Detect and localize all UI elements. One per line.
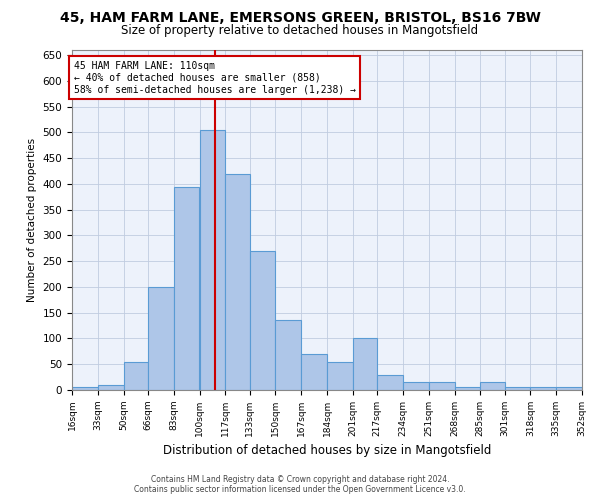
Text: Contains HM Land Registry data © Crown copyright and database right 2024.
Contai: Contains HM Land Registry data © Crown c… (134, 474, 466, 494)
Bar (72, 388, 98, 390)
Text: 45 HAM FARM LANE: 110sqm
← 40% of detached houses are smaller (858)
58% of semi-: 45 HAM FARM LANE: 110sqm ← 40% of detach… (74, 62, 356, 94)
Bar (353, 338, 377, 390)
Bar (377, 374, 403, 390)
Bar (226, 174, 250, 390)
Bar (250, 251, 275, 390)
Y-axis label: Number of detached properties: Number of detached properties (27, 138, 37, 302)
Bar (148, 287, 173, 390)
Bar (124, 362, 148, 390)
Bar (505, 388, 530, 390)
Bar (403, 382, 428, 390)
Bar (530, 388, 556, 390)
Bar (301, 354, 327, 390)
Bar (173, 186, 199, 390)
Bar (327, 362, 353, 390)
Bar (98, 385, 124, 390)
Text: 45, HAM FARM LANE, EMERSONS GREEN, BRISTOL, BS16 7BW: 45, HAM FARM LANE, EMERSONS GREEN, BRIST… (59, 11, 541, 25)
X-axis label: Distribution of detached houses by size in Mangotsfield: Distribution of detached houses by size … (163, 444, 491, 458)
Bar (275, 320, 301, 390)
Bar (199, 130, 226, 390)
Bar (455, 388, 481, 390)
Text: Size of property relative to detached houses in Mangotsfield: Size of property relative to detached ho… (121, 24, 479, 37)
Bar (428, 382, 455, 390)
Bar (556, 388, 582, 390)
Bar (481, 382, 505, 390)
